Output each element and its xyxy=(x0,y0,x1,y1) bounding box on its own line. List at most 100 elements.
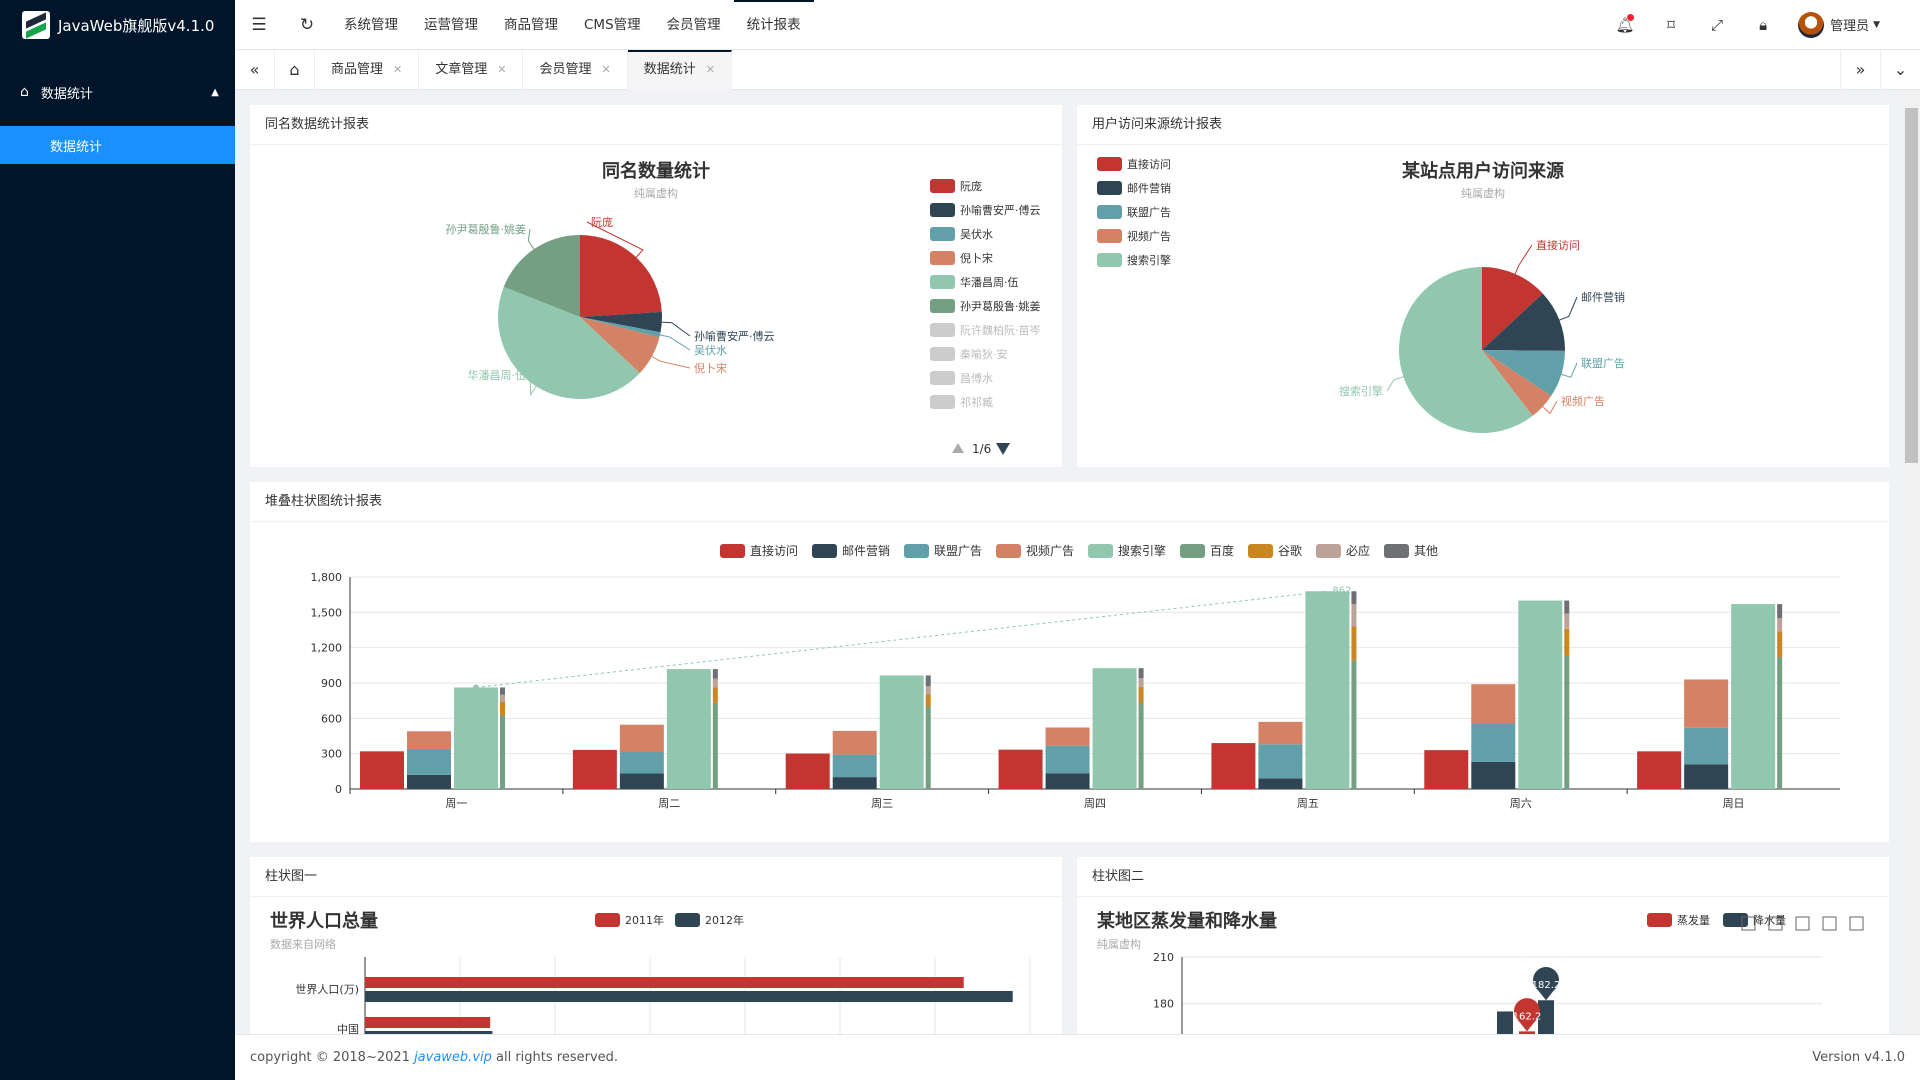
nav-member[interactable]: 会员管理 xyxy=(666,16,721,33)
user-menu[interactable]: 管理员 ▼ xyxy=(1798,11,1880,38)
close-icon[interactable]: ✕ xyxy=(393,62,403,76)
bar-segment xyxy=(1138,668,1144,679)
tab-label: 会员管理 xyxy=(539,61,592,77)
sidebar-group-label: 数据统计 xyxy=(40,86,93,102)
sidebar-group-stats[interactable]: ⌂ 数据统计 ▲ xyxy=(0,66,235,118)
tabs-scroll-left-icon[interactable]: « xyxy=(235,49,275,90)
bell-icon[interactable]: 🔔︎ xyxy=(1615,13,1635,34)
legend-swatch xyxy=(930,251,955,265)
pie-slice xyxy=(1482,293,1565,351)
slice-label: 视频广告 xyxy=(1561,394,1605,408)
legend-label: 百度 xyxy=(1210,543,1234,558)
bar-segment xyxy=(925,686,931,695)
chart-title: 世界人口总量 xyxy=(270,910,378,932)
label-line xyxy=(529,374,537,397)
copyright-text: copyright © 2018~2021 xyxy=(250,1050,410,1065)
bar-segment xyxy=(407,748,451,775)
panel-evaporation: 柱状图二 某地区蒸发量和降水量纯属虚构蒸发量降水量150180210162.21… xyxy=(1077,857,1889,1034)
home-tab-icon[interactable]: ⌂ xyxy=(275,49,315,90)
bar-segment xyxy=(500,687,505,695)
legend-label: 必应 xyxy=(1346,543,1370,558)
nav-product[interactable]: 商品管理 xyxy=(504,16,558,33)
bar-segment xyxy=(832,730,877,755)
tab-label: 文章管理 xyxy=(435,61,488,77)
tab-member[interactable]: 会员管理 ✕ xyxy=(523,49,628,90)
chart-title: 某地区蒸发量和降水量 xyxy=(1097,910,1277,932)
nav-report[interactable]: 统计报表 xyxy=(733,0,814,50)
scrollbar[interactable] xyxy=(1903,90,1920,1034)
bar-segment xyxy=(1777,604,1783,619)
bar-segment xyxy=(1351,591,1357,605)
name-pie-chart: 同名数量统计纯属虚构阮庞孙喻曹安严·傅云吴伏水倪卜宋华潘昌周·伍孙尹葛殷鲁·姚姜… xyxy=(446,160,1041,456)
x-tick-label: 周一 xyxy=(445,797,467,810)
legend-swatch xyxy=(930,395,955,409)
close-icon[interactable]: ✕ xyxy=(705,62,715,76)
x-tick-label: 周五 xyxy=(1297,797,1319,810)
legend-pager: 1/6 xyxy=(972,442,991,456)
legend-label: 昌傅水 xyxy=(960,371,993,385)
lock-icon[interactable]: 🔒︎ xyxy=(1759,15,1768,34)
tab-product[interactable]: 商品管理 ✕ xyxy=(315,49,420,90)
sidebar-item-stats[interactable]: 数据统计 xyxy=(0,126,235,164)
mark-line xyxy=(475,590,1328,688)
legend-swatch xyxy=(720,544,745,558)
mark-point xyxy=(1514,998,1540,1032)
panel-stacked-bar: 堆叠柱状图统计报表 直接访问 邮件营销 联盟广告 视频广告 搜索引擎 百度 谷歌 必应 其他 0 3… xyxy=(250,482,1889,842)
toolbox-dataview-icon[interactable] xyxy=(1741,916,1756,931)
toolbox-line-icon[interactable] xyxy=(1768,916,1783,931)
toolbox-bar-icon[interactable] xyxy=(1795,916,1810,931)
tabs-scroll-right-icon[interactable]: » xyxy=(1840,49,1880,90)
sidebar: JavaWeb旗舰版v4.1.0 ⌂ 数据统计 ▲ 数据统计 xyxy=(0,0,235,1080)
scrollbar-thumb[interactable] xyxy=(1905,108,1918,463)
nav-cms[interactable]: CMS管理 xyxy=(584,16,641,33)
legend-prev-icon xyxy=(952,443,964,453)
x-tick-label: 周六 xyxy=(1510,797,1532,810)
nav-system[interactable]: 系统管理 xyxy=(344,16,398,33)
legend-swatch xyxy=(930,275,955,289)
bar-segment xyxy=(1351,626,1357,661)
panel-population: 柱状图一 世界人口总量 数据来自网络 2011年 2012年 世界人口(万) 中国 xyxy=(250,857,1062,1034)
caret-down-icon: ▼ xyxy=(1873,19,1880,30)
tab-article[interactable]: 文章管理 ✕ xyxy=(419,49,524,90)
bar-segment xyxy=(1258,744,1303,779)
y-tick-label: 600 xyxy=(321,712,342,725)
bar xyxy=(1519,1031,1535,1034)
close-icon[interactable]: ✕ xyxy=(601,62,611,76)
legend-swatch xyxy=(1647,913,1672,927)
bar-segment xyxy=(666,669,711,789)
tab-stats[interactable]: 数据统计 ✕ xyxy=(627,49,732,90)
legend-label: 邮件营销 xyxy=(1127,181,1171,195)
refresh-icon[interactable]: ↻ xyxy=(299,14,315,35)
y-tick-label: 0 xyxy=(335,783,342,796)
toolbox-save-icon[interactable] xyxy=(1849,916,1864,931)
menu-toggle-icon[interactable]: ☰ xyxy=(251,14,267,35)
legend-label: 阮庞 xyxy=(960,179,982,193)
tabs-menu-icon[interactable]: ⌄ xyxy=(1880,49,1920,90)
chart-subtitle: 纯属虚构 xyxy=(1461,186,1505,200)
y-tick-label: 1,800 xyxy=(311,571,343,584)
x-tick-label: 周日 xyxy=(1723,797,1745,810)
bar-segment xyxy=(1138,686,1144,703)
y-tick-label: 300 xyxy=(321,748,342,761)
legend-swatch xyxy=(930,347,955,361)
tag-icon[interactable]: ⌑ xyxy=(1667,15,1675,34)
legend-label: 邮件营销 xyxy=(842,544,890,558)
toolbox-restore-icon[interactable] xyxy=(1822,916,1837,931)
app-logo[interactable]: JavaWeb旗舰版v4.1.0 xyxy=(0,0,235,50)
legend-label: 谷歌 xyxy=(1278,543,1302,558)
close-icon[interactable]: ✕ xyxy=(497,62,507,76)
mark-point xyxy=(1533,966,1559,1001)
slice-label: 吴伏水 xyxy=(694,343,727,357)
mark-line-start xyxy=(473,684,479,691)
panel-visit-source: 用户访问来源统计报表 某站点用户访问来源 纯属虚构 直接访问 邮件营销 联盟广告 视频广告… xyxy=(1077,105,1889,467)
stacked-bar-chart: 直接访问 邮件营销 联盟广告 视频广告 搜索引擎 百度 谷歌 必应 其他 0 300 600 900 1,… xyxy=(311,543,1840,810)
label-line xyxy=(1559,296,1578,321)
footer-link[interactable]: javaweb.vip xyxy=(414,1050,492,1065)
nav-operation[interactable]: 运营管理 xyxy=(424,16,478,33)
bar-segment xyxy=(712,678,718,688)
main-area: ☰ ↻ 系统管理 运营管理 商品管理 CMS管理 会员管理 统计报表 🔔︎ ⌑ … xyxy=(235,0,1920,1080)
label-line xyxy=(527,228,535,250)
label-line xyxy=(1514,244,1533,275)
fullscreen-icon[interactable]: ⤢ xyxy=(1711,15,1724,34)
